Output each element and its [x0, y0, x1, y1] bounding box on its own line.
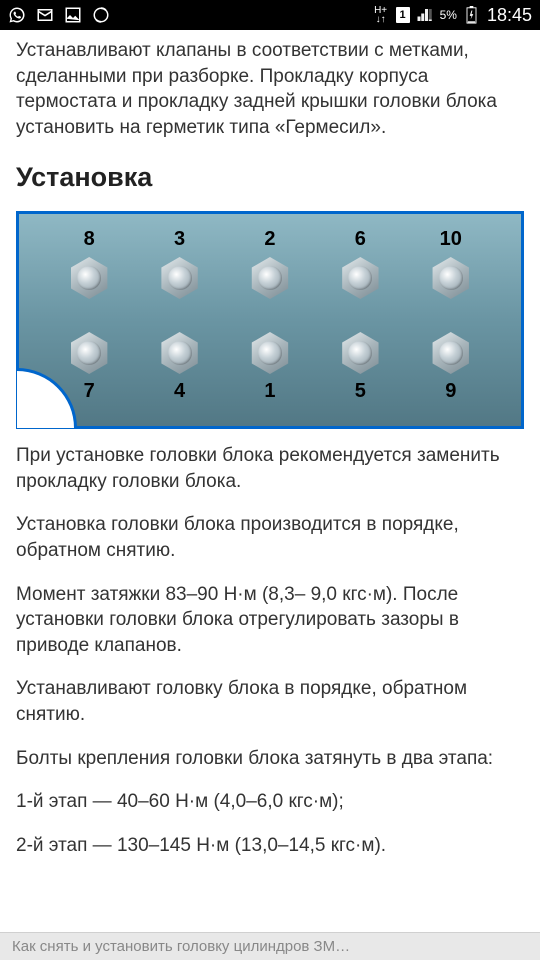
battery-icon: [463, 6, 481, 24]
hex-bolt-icon: [339, 257, 381, 299]
data-icon: H+↓↑: [372, 6, 390, 24]
mail-icon: [36, 6, 54, 24]
section-heading: Установка: [16, 159, 524, 195]
status-left: [8, 6, 110, 24]
toast-text: Как снять и установить головку цилиндров…: [12, 938, 350, 955]
image-icon: [64, 6, 82, 24]
paragraph: Устанавливают головку блока в порядке, о…: [16, 676, 524, 727]
paragraph: Болты крепления головки блока затянуть в…: [16, 746, 524, 772]
paragraph: При установке головки блока рекомендуетс…: [16, 443, 524, 494]
status-bar: H+↓↑ 1 5% 18:45: [0, 0, 540, 30]
paragraph: Момент затяжки 83–90 Н·м (8,3– 9,0 кгс·м…: [16, 582, 524, 659]
bolt-row-bottom: 7 4 1 5 9: [19, 332, 521, 405]
status-right: H+↓↑ 1 5% 18:45: [372, 5, 532, 26]
bolt-cell: 10: [416, 226, 486, 299]
hex-bolt-icon: [339, 332, 381, 374]
paragraph: 2-й этап — 130–145 Н·м (13,0–14,5 кгс·м)…: [16, 833, 524, 859]
bolt-cell: 8: [54, 226, 124, 299]
bolt-number: 6: [355, 226, 366, 253]
bolt-cell: 6: [325, 226, 395, 299]
bolt-cell: 2: [235, 226, 305, 299]
bolt-cell: 4: [145, 332, 215, 405]
bolt-number: 3: [174, 226, 185, 253]
bolt-number: 9: [445, 378, 456, 405]
hex-bolt-icon: [430, 257, 472, 299]
whatsapp-icon: [8, 6, 26, 24]
hex-bolt-icon: [159, 257, 201, 299]
bottom-toast[interactable]: Как снять и установить головку цилиндров…: [0, 932, 540, 960]
hex-bolt-icon: [159, 332, 201, 374]
bolt-cell: 3: [145, 226, 215, 299]
bolt-cell: 5: [325, 332, 395, 405]
sim-icon: 1: [396, 7, 410, 23]
sync-icon: [92, 6, 110, 24]
article-content[interactable]: Устанавливают клапаны в соответствии с м…: [0, 30, 540, 859]
battery-percent: 5%: [440, 8, 457, 22]
bolt-cell: 9: [416, 332, 486, 405]
paragraph: 1-й этап — 40–60 Н·м (4,0–6,0 кгс·м);: [16, 789, 524, 815]
bolt-number: 4: [174, 378, 185, 405]
bolt-row-top: 8 3 2 6 10: [19, 226, 521, 299]
bolt-number: 1: [264, 378, 275, 405]
bolt-number: 8: [84, 226, 95, 253]
hex-bolt-icon: [68, 257, 110, 299]
hex-bolt-icon: [68, 332, 110, 374]
hex-bolt-icon: [249, 332, 291, 374]
paragraph: Установка головки блока производится в п…: [16, 512, 524, 563]
intro-paragraph: Устанавливают клапаны в соответствии с м…: [16, 38, 524, 141]
bolt-number: 7: [84, 378, 95, 405]
hex-bolt-icon: [249, 257, 291, 299]
bolt-diagram: 8 3 2 6 10 7 4 1 5 9: [16, 211, 524, 429]
bolt-number: 2: [264, 226, 275, 253]
signal-icon: [416, 6, 434, 24]
clock: 18:45: [487, 5, 532, 26]
bolt-cell: 1: [235, 332, 305, 405]
bolt-number: 10: [440, 226, 462, 253]
bolt-number: 5: [355, 378, 366, 405]
hex-bolt-icon: [430, 332, 472, 374]
